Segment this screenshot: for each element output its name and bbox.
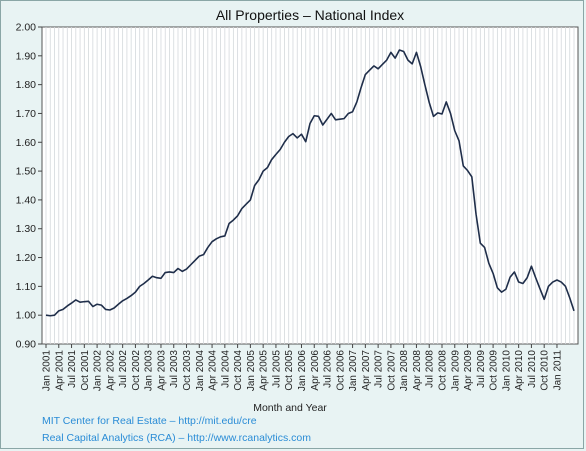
x-tick-label: Jul 2007 — [374, 350, 385, 388]
x-tick-label: Apr 2003 — [156, 350, 167, 391]
credit-mit: MIT Center for Real Estate – http://mit.… — [42, 415, 257, 427]
x-tick-label: Jul 2006 — [323, 350, 334, 388]
x-tick-label: Jul 2002 — [118, 350, 129, 388]
y-tick-label: 1.90 — [16, 50, 37, 62]
y-tick-label: 1.20 — [16, 252, 37, 264]
x-tick-label: Oct 2005 — [284, 350, 295, 391]
x-tick-label: Oct 2006 — [335, 350, 346, 391]
x-tick-label: Jan 2008 — [399, 350, 410, 392]
x-tick-label: Oct 2010 — [540, 350, 551, 391]
x-tick-label: Jul 2005 — [271, 350, 282, 388]
x-tick-label: Jul 2004 — [220, 350, 231, 388]
x-tick-label: Jul 2010 — [527, 350, 538, 388]
y-tick-label: 1.10 — [16, 281, 37, 293]
x-tick-label: Apr 2002 — [105, 350, 116, 391]
x-tick-label: Jan 2009 — [450, 350, 461, 392]
y-tick-label: 0.90 — [16, 339, 37, 351]
x-tick-label: Jul 2001 — [67, 350, 78, 388]
x-tick-label: Apr 2007 — [361, 350, 372, 391]
y-tick-label: 1.70 — [16, 108, 37, 120]
y-tick-label: 1.00 — [16, 310, 37, 322]
y-tick-label: 1.30 — [16, 223, 37, 235]
x-tick-label: Oct 2007 — [386, 350, 397, 391]
x-tick-label: Jul 2009 — [476, 350, 487, 388]
x-tick-label: Jan 2004 — [195, 350, 206, 392]
chart-title: All Properties – National Index — [216, 7, 404, 23]
x-tick-label: Oct 2008 — [438, 350, 449, 391]
y-tick-label: 1.60 — [16, 137, 37, 149]
y-tick-label: 1.50 — [16, 166, 37, 178]
x-tick-label: Oct 2004 — [233, 350, 244, 391]
x-tick-label: Jan 2006 — [297, 350, 308, 392]
x-tick-label: Apr 2004 — [208, 350, 219, 391]
series-line — [45, 49, 575, 317]
x-tick-label: Jul 2008 — [425, 350, 436, 388]
y-tick-label: 1.80 — [16, 79, 37, 91]
x-tick-label: Oct 2003 — [182, 350, 193, 391]
x-tick-label: Jul 2003 — [169, 350, 180, 388]
x-tick-label: Oct 2009 — [489, 350, 500, 391]
x-tick-label: Jan 2001 — [42, 350, 53, 392]
y-tick-label: 2.00 — [16, 22, 37, 34]
y-tick-label: 1.40 — [16, 194, 37, 206]
x-tick-label: Oct 2001 — [80, 350, 91, 391]
x-tick-label: Apr 2008 — [412, 350, 423, 391]
x-tick-label: Apr 2010 — [514, 350, 525, 391]
x-tick-label: Apr 2009 — [463, 350, 474, 391]
x-tick-label: Jan 2007 — [348, 350, 359, 392]
x-tick-label: Jan 2002 — [93, 350, 104, 392]
x-tick-label: Jan 2011 — [552, 350, 563, 391]
x-tick-label: Jan 2003 — [144, 350, 155, 392]
x-tick-label: Jan 2005 — [246, 350, 257, 392]
x-tick-label: Jan 2010 — [501, 350, 512, 392]
x-tick-label: Apr 2005 — [259, 350, 270, 391]
x-tick-label: Apr 2006 — [310, 350, 321, 391]
x-axis-label: Month and Year — [253, 402, 327, 414]
credit-rca: Real Capital Analytics (RCA) – http://ww… — [42, 432, 312, 444]
x-tick-label: Oct 2002 — [131, 350, 142, 391]
x-tick-label: Apr 2001 — [54, 350, 65, 391]
